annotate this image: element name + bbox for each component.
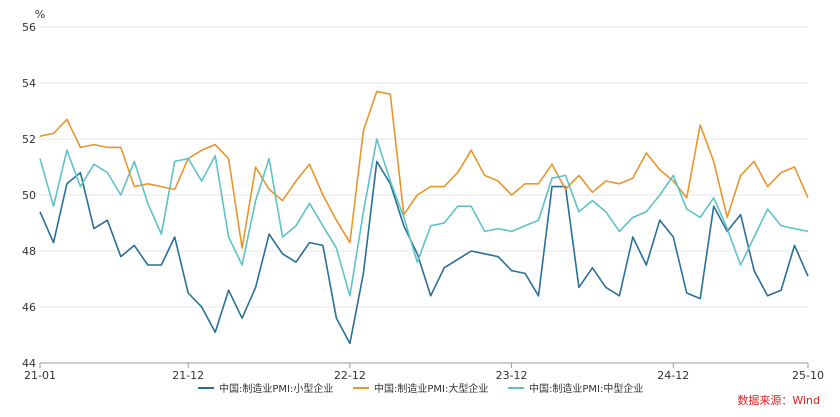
y-tick-labels: 44 46 48 50 52 54 56	[22, 21, 36, 370]
y-axis-unit-label: %	[35, 8, 45, 21]
y-tick-label: 52	[22, 133, 36, 146]
y-tick-label: 44	[22, 357, 36, 370]
y-tick-label: 54	[22, 77, 36, 90]
y-tick-label: 46	[22, 301, 36, 314]
x-tick-label: 25-10	[792, 369, 824, 382]
x-tick-label: 23-12	[496, 369, 528, 382]
series-line-1	[39, 160, 809, 345]
legend: 中国:制造业PMI:小型企业 中国:制造业PMI:大型企业 中国:制造业PMI:中型…	[198, 382, 643, 395]
x-tick-label: 21-12	[172, 369, 204, 382]
y-tick-label: 50	[22, 189, 36, 202]
x-tick-label: 21-01	[24, 369, 56, 382]
x-tick-label: 24-12	[657, 369, 689, 382]
axes	[39, 362, 809, 368]
series-line-2	[39, 90, 809, 249]
data-source-note: 数据来源：Wind	[737, 393, 820, 407]
series-line-3	[39, 138, 809, 297]
legend-label: 中国:制造业PMI:中型企业	[529, 382, 643, 395]
y-tick-label: 48	[22, 245, 36, 258]
legend-label: 中国:制造业PMI:大型企业	[374, 382, 488, 395]
legend-label: 中国:制造业PMI:小型企业	[219, 382, 333, 395]
x-tick-labels: 21-01 21-12 22-12 23-12 24-12 25-10	[24, 369, 824, 382]
series-lines	[39, 90, 809, 345]
x-tick-label: 22-12	[334, 369, 366, 382]
y-tick-label: 56	[22, 21, 36, 34]
